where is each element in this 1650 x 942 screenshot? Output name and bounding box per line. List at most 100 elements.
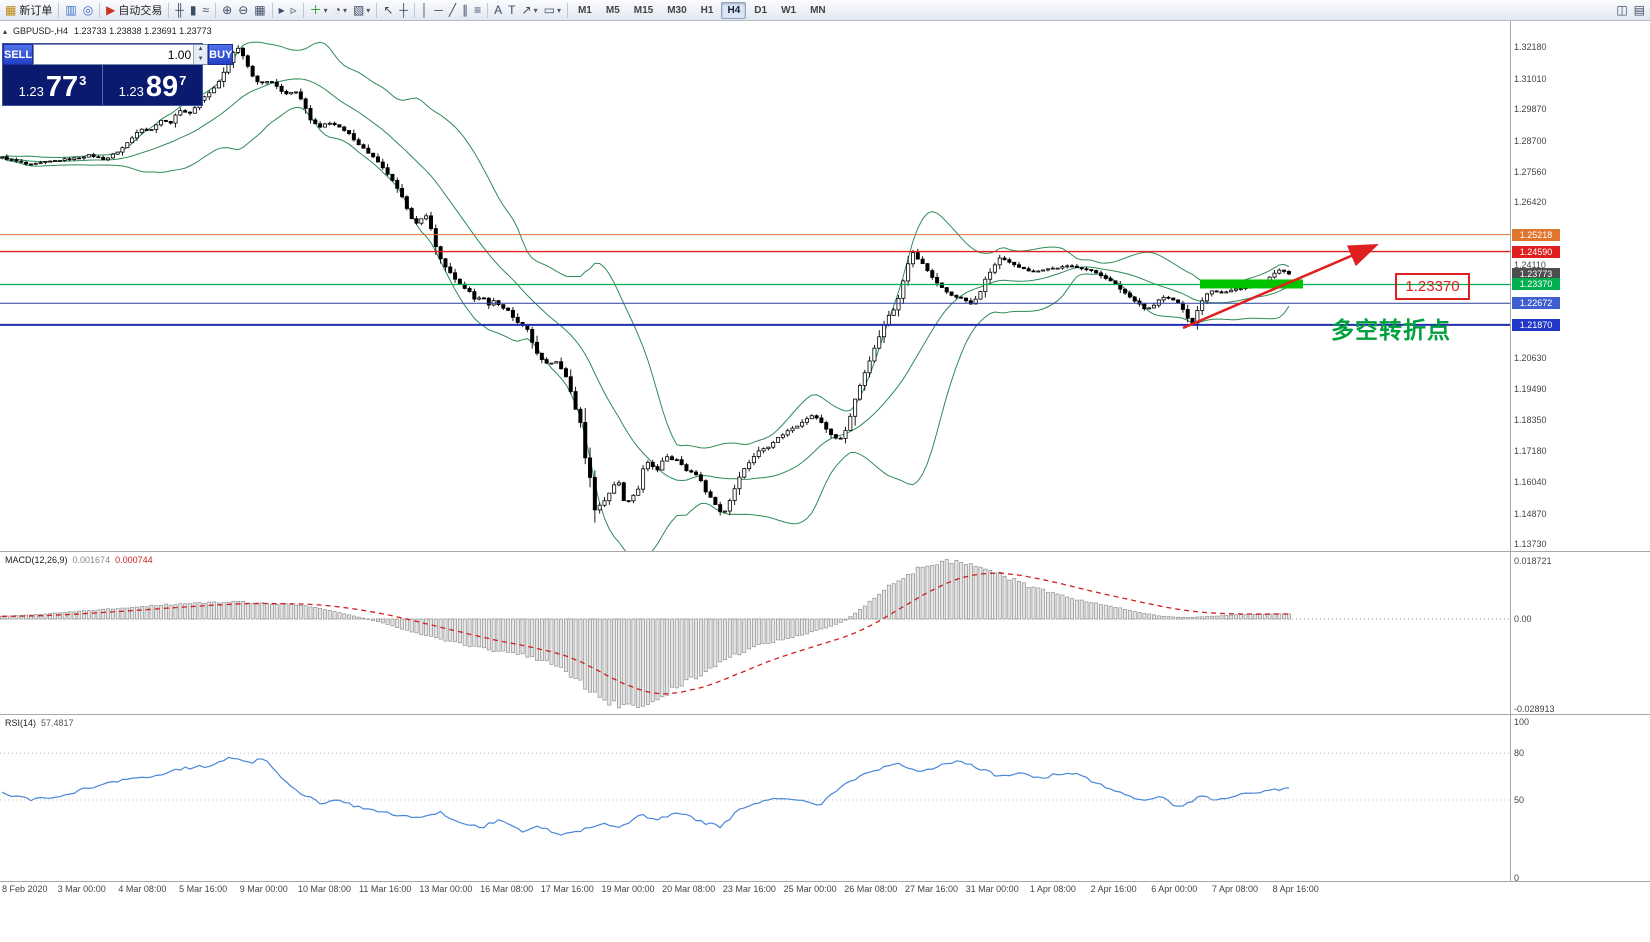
chevron-down-icon[interactable]: ▾: [556, 5, 561, 15]
price-tick: 1.27560: [1514, 166, 1547, 177]
macd-tick: 0.00: [1514, 614, 1532, 624]
time-label: 26 Mar 08:00: [844, 884, 898, 894]
sell-price[interactable]: 1.23 77 3: [3, 65, 103, 105]
trend-arrow[interactable]: [1182, 244, 1379, 330]
price-level-badge[interactable]: 1.25218: [1512, 228, 1560, 241]
timeframe-h1[interactable]: H1: [700, 4, 714, 16]
price-level-badge[interactable]: 1.24590: [1512, 245, 1560, 258]
new-chart-button[interactable]: ◫: [1613, 1, 1630, 19]
new-order-icon: ▦: [5, 3, 17, 17]
auto-trading-button[interactable]: ▶ 自动交易: [103, 1, 165, 19]
chart-shift-button[interactable]: ▹: [288, 1, 300, 19]
auto-trading-icon: ▶: [106, 3, 116, 17]
price-tick: 1.24110: [1514, 259, 1546, 270]
toolbar-group: ⊕ ⊖ ▦: [219, 0, 268, 20]
timeframe-d1[interactable]: D1: [754, 4, 768, 16]
timeframe-mn[interactable]: MN: [810, 4, 826, 16]
toolbar-separator: [302, 2, 304, 18]
data-window-button[interactable]: ◎: [80, 1, 96, 19]
macd-tick: 0.018721: [1514, 556, 1552, 566]
time-label: 5 Mar 16:00: [179, 884, 228, 894]
templates-button[interactable]: ▧ ▾: [350, 1, 373, 19]
time-label: 19 Mar 00:00: [601, 884, 655, 894]
shapes-button[interactable]: ▭ ▾: [541, 1, 564, 19]
macd-signal-value: 0.000744: [115, 555, 153, 565]
volume-input[interactable]: [34, 45, 194, 64]
window-list-button[interactable]: ▤: [1631, 1, 1648, 19]
vertical-line-button[interactable]: │: [418, 1, 432, 19]
channel-icon: ∥: [462, 3, 469, 17]
time-label: 8 Feb 2020: [2, 884, 48, 894]
tile-windows-button[interactable]: ▦: [251, 1, 268, 19]
cursor-button[interactable]: ↖: [380, 1, 396, 19]
time-label: 2 Apr 16:00: [1090, 884, 1137, 894]
chevron-down-icon[interactable]: ▾: [323, 5, 328, 15]
indicators-button[interactable]: ＋ ▾: [307, 1, 331, 19]
macd-label: MACD(12,26,9) 0.001674 0.000744: [5, 555, 153, 565]
time-label: 6 Apr 00:00: [1151, 884, 1198, 894]
text-label-icon: T: [508, 3, 516, 17]
zoom-out-button[interactable]: ⊖: [235, 1, 251, 19]
time-label: 11 Mar 16:00: [359, 884, 412, 894]
timeframe-m1[interactable]: M1: [577, 4, 592, 16]
bars-chart-type-button[interactable]: ╫: [172, 1, 187, 19]
zoom-in-icon: ⊕: [222, 3, 233, 17]
sell-button[interactable]: SELL: [3, 44, 34, 65]
collapse-arrow-icon[interactable]: ▴: [3, 26, 8, 36]
timeframe-w1[interactable]: W1: [781, 4, 797, 16]
chart-shift-icon: ▹: [290, 3, 297, 17]
toolbar-group: ▶ 自动交易: [103, 0, 165, 20]
channel-button[interactable]: ∥: [459, 1, 471, 19]
time-label: 7 Apr 08:00: [1211, 884, 1259, 894]
time-label: 20 Mar 08:00: [662, 884, 716, 894]
time-label: 13 Mar 00:00: [419, 884, 473, 894]
horizontal-lines[interactable]: [0, 234, 1510, 326]
crosshair-button[interactable]: ┼: [396, 1, 411, 19]
time-label: 4 Mar 08:00: [118, 884, 167, 894]
arrows-button[interactable]: ↗ ▾: [519, 1, 541, 19]
new-order-button[interactable]: ▦ 新订单: [2, 1, 55, 19]
price-tick: 1.14870: [1514, 508, 1547, 519]
market-watch-button[interactable]: ▥: [62, 1, 79, 19]
price-tick: 1.32180: [1514, 42, 1547, 52]
periods-button[interactable]: ◔ ▾: [331, 1, 350, 19]
buy-button[interactable]: BUY: [208, 44, 234, 65]
text-button[interactable]: A: [491, 1, 505, 19]
indicators-icon: ＋: [309, 3, 322, 17]
chevron-down-icon[interactable]: ▾: [533, 5, 538, 15]
price-tick: 1.18350: [1514, 414, 1547, 425]
timeframe-m5[interactable]: M5: [605, 4, 620, 16]
price-level-badge[interactable]: 1.22672: [1512, 297, 1560, 310]
line-chart-type-button[interactable]: ≈: [200, 1, 213, 19]
new-order-button-label: 新订单: [19, 5, 53, 17]
volume-down-icon[interactable]: ▼: [194, 54, 208, 64]
rsi-label: RSI(14) 57.4817: [5, 718, 74, 728]
text-icon: A: [494, 3, 503, 17]
chevron-down-icon[interactable]: ▾: [342, 5, 347, 15]
bollinger-bands: [1, 41, 1290, 551]
buy-price[interactable]: 1.23 89 7: [103, 65, 202, 105]
chevron-down-icon[interactable]: ▾: [366, 5, 371, 15]
zoom-in-button[interactable]: ⊕: [219, 1, 235, 19]
price-level-badge[interactable]: 1.23370: [1512, 278, 1560, 291]
macd-main-value: 0.001674: [72, 555, 111, 565]
timeframe-h4[interactable]: H4: [721, 1, 747, 19]
support-highlight-bar[interactable]: [1200, 279, 1303, 289]
price-annotation-box[interactable]: 1.23370: [1395, 273, 1470, 300]
price-tick: 1.17180: [1514, 446, 1547, 457]
fibonacci-button[interactable]: ≡: [471, 1, 484, 19]
candles-chart-type-button[interactable]: ▮: [187, 1, 200, 19]
timeframe-m15[interactable]: M15: [633, 4, 654, 16]
turning-point-annotation[interactable]: 多空转折点: [1331, 317, 1451, 343]
trendline-button[interactable]: ╱: [446, 1, 459, 19]
volume-spinner: ▲ ▼: [193, 45, 208, 64]
auto-scroll-button[interactable]: ▸: [276, 1, 288, 19]
horizontal-line-button[interactable]: ─: [431, 1, 446, 19]
price-level-badge[interactable]: 1.21870: [1512, 318, 1560, 331]
text-label-button[interactable]: T: [505, 1, 518, 19]
time-label: 16 Mar 08:00: [480, 884, 534, 894]
price-tick: 1.19490: [1514, 384, 1547, 395]
timeframe-m30[interactable]: M30: [667, 4, 687, 16]
volume-up-icon[interactable]: ▲: [194, 45, 208, 55]
